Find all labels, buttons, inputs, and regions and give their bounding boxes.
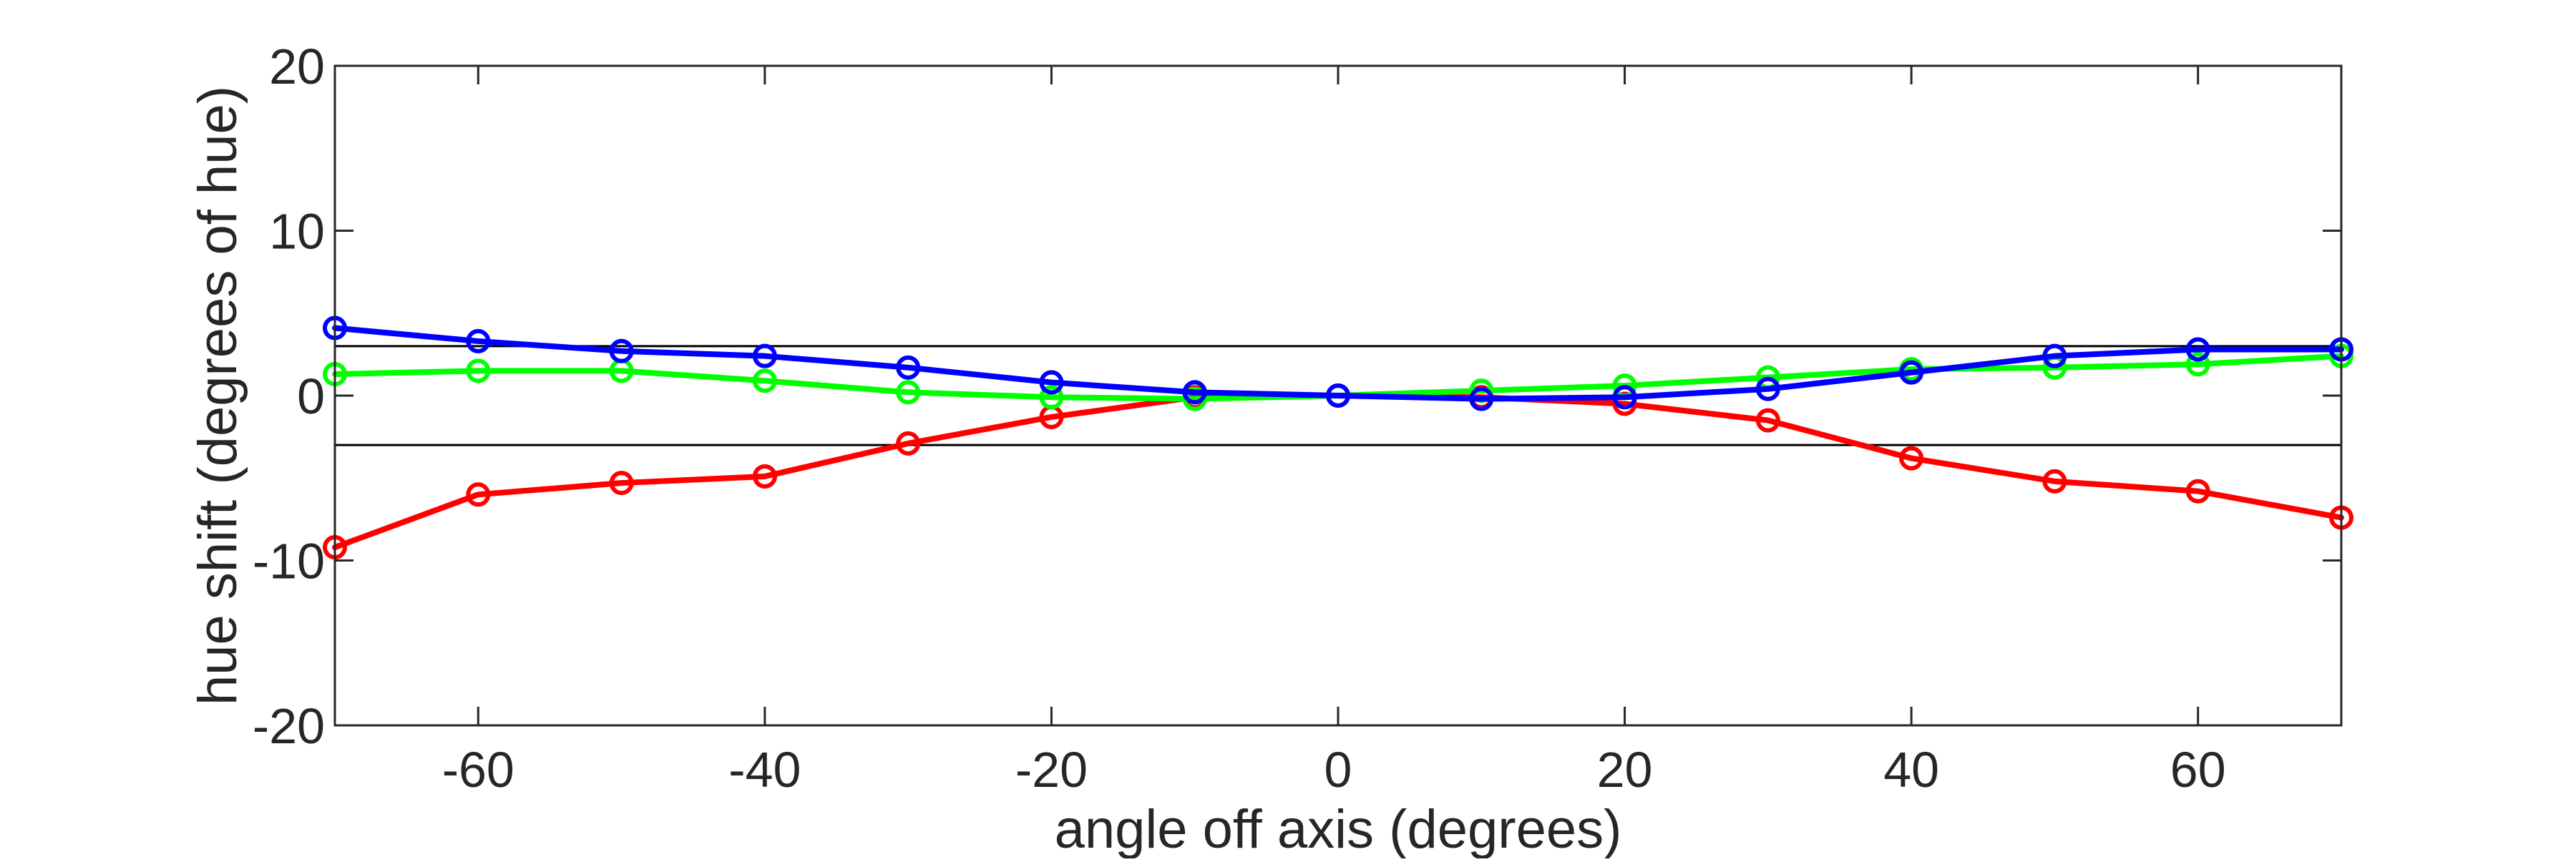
series-line <box>332 325 2344 402</box>
x-tick-label: 40 <box>1883 742 1939 798</box>
x-tick-label: -60 <box>442 742 514 798</box>
data-point <box>896 380 921 405</box>
data-point <box>1755 408 1780 433</box>
x-tick-label: -40 <box>728 742 801 798</box>
x-tick-label: -20 <box>1015 742 1088 798</box>
series-2 <box>323 315 2353 411</box>
series-layer <box>323 315 2353 560</box>
data-point <box>466 358 491 383</box>
data-point <box>1039 370 1064 395</box>
x-tick-label: 0 <box>1324 742 1352 798</box>
data-point <box>752 343 777 368</box>
data-point <box>752 464 777 489</box>
y-tick-label: -10 <box>253 534 325 589</box>
x-tick-label: 60 <box>2170 742 2226 798</box>
data-point <box>896 355 921 380</box>
data-point <box>1469 386 1494 411</box>
x-tick-label: 20 <box>1597 742 1653 798</box>
tick-layer: -60 -40 -20 0 20 40 60 -20 -10 0 10 20 <box>253 39 2341 798</box>
y-axis-title: hue shift (degrees of hue) <box>187 86 248 705</box>
data-point <box>2185 352 2210 377</box>
x-axis-title: angle off axis (degrees) <box>1055 799 1622 858</box>
data-point <box>466 328 491 353</box>
data-point <box>1039 385 1064 410</box>
y-tick-label: -20 <box>253 698 325 754</box>
data-point <box>1899 446 1924 471</box>
data-point <box>752 368 777 393</box>
y-tick-label: 0 <box>297 368 325 424</box>
reference-lines <box>335 345 2341 446</box>
data-point <box>1899 360 1924 385</box>
data-point <box>466 482 491 507</box>
data-point <box>1326 383 1350 408</box>
data-point <box>609 338 634 363</box>
data-point <box>2042 343 2067 368</box>
y-tick-label: 20 <box>269 39 325 94</box>
data-point <box>2185 479 2210 504</box>
y-tick-label: 10 <box>269 204 325 260</box>
data-point <box>1182 380 1207 405</box>
data-point <box>1755 376 1780 401</box>
data-point <box>2042 469 2067 494</box>
data-point <box>2185 337 2210 362</box>
data-point <box>896 431 921 456</box>
data-point <box>1612 385 1637 410</box>
data-point <box>609 471 634 496</box>
